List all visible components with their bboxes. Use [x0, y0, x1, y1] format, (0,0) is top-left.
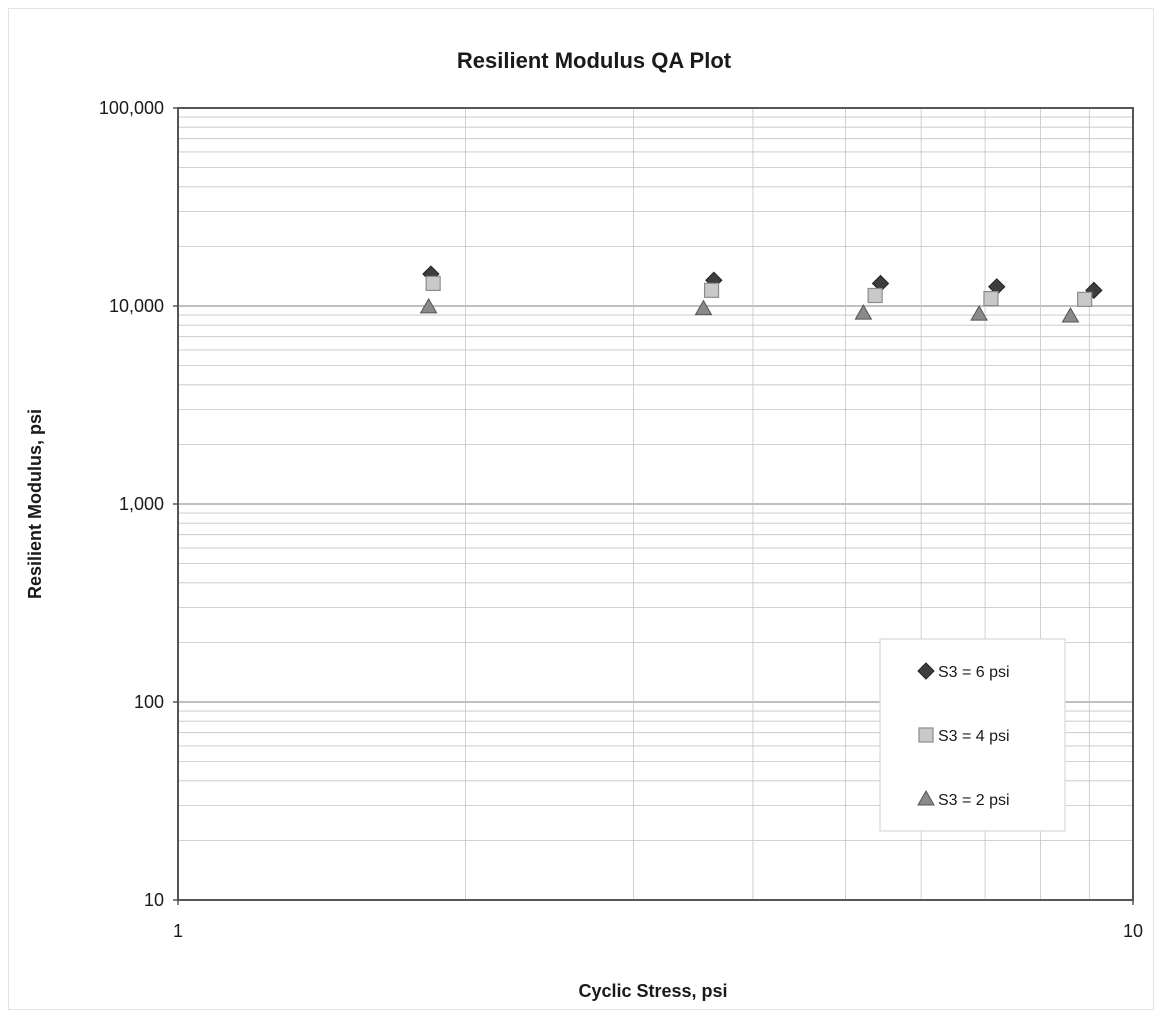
y-tick-label: 100: [134, 692, 164, 712]
y-tick-label: 1,000: [119, 494, 164, 514]
y-axis-label: Resilient Modulus, psi: [25, 409, 45, 599]
x-axis-label: Cyclic Stress, psi: [578, 981, 727, 1001]
data-point-triangle: [970, 305, 988, 321]
data-point-square: [703, 282, 720, 298]
legend-label: S3 = 2 psi: [938, 792, 1010, 809]
legend-label: S3 = 6 psi: [938, 664, 1010, 681]
legend: S3 = 6 psi S3 = 4 psi S3 = 2 psi: [879, 638, 1066, 832]
data-point-triangle: [1061, 307, 1080, 323]
data-point-square: [425, 275, 441, 292]
legend-marker-diamond: [917, 662, 935, 680]
data-point-square: [983, 290, 999, 307]
data-point-triangle: [419, 297, 438, 314]
x-tick-label: 1: [173, 921, 183, 941]
chart-title: Resilient Modulus QA Plot: [457, 48, 732, 73]
data-point-triangle: [854, 304, 873, 320]
y-axis-ticks: 100,000 10,000 1,000 100 10: [99, 98, 178, 910]
y-tick-label: 10: [144, 890, 164, 910]
legend-box: [879, 638, 1066, 832]
y-tick-label: 100,000: [99, 98, 164, 118]
legend-marker-triangle: [917, 789, 935, 806]
y-tick-label: 10,000: [109, 296, 164, 316]
legend-label: S3 = 4 psi: [938, 728, 1010, 745]
data-point-square: [867, 287, 883, 304]
legend-marker-square: [918, 727, 934, 743]
data-points: [419, 265, 1103, 323]
data-point-square: [1077, 291, 1093, 307]
chart-frame: [8, 8, 1154, 1010]
x-tick-label: 10: [1123, 921, 1143, 941]
x-axis-ticks: 1 10: [173, 900, 1143, 941]
data-point-triangle: [694, 299, 713, 316]
